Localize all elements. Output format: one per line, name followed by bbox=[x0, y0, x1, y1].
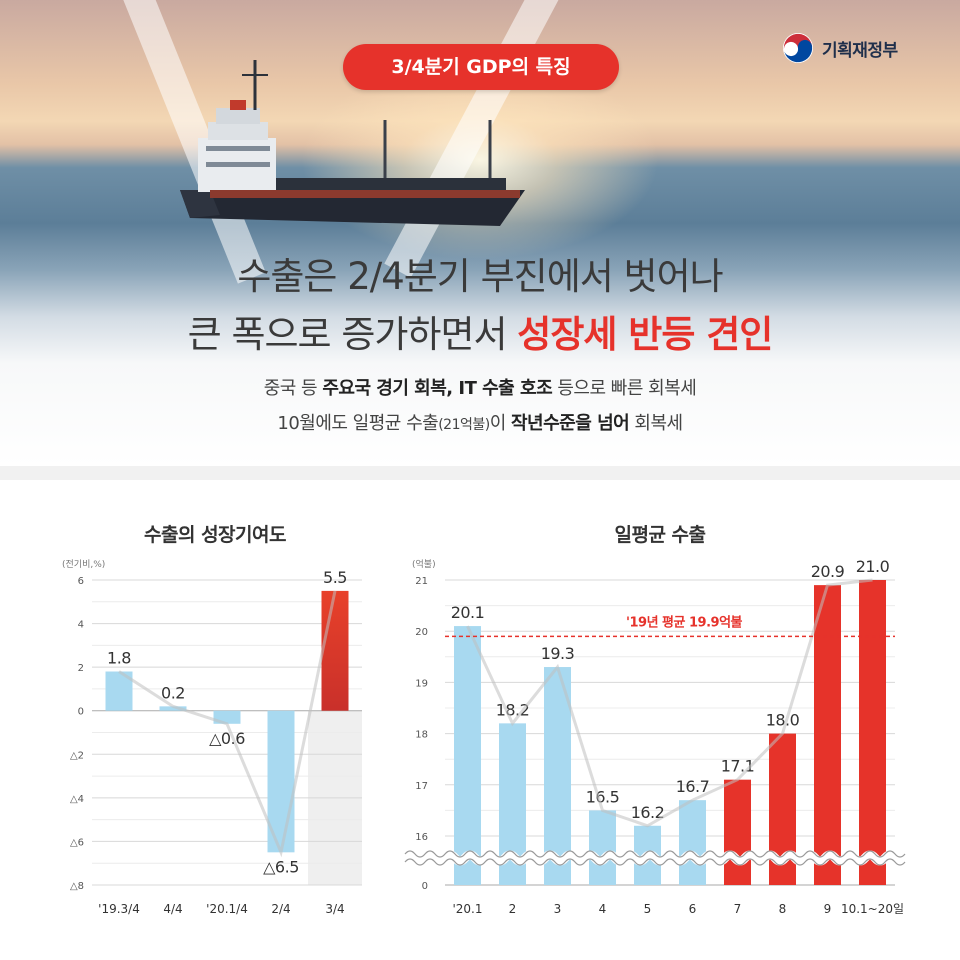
bar bbox=[159, 706, 187, 711]
headline-line2-plain: 큰 폭으로 증가하면서 bbox=[187, 313, 508, 356]
chart2-title: 일평균 수출 bbox=[614, 524, 706, 546]
x-tick-label: '20.1 bbox=[452, 902, 482, 916]
axis-break-line-top bbox=[404, 850, 906, 858]
x-tick-label: 2 bbox=[509, 902, 517, 916]
axis-break-band bbox=[401, 850, 909, 866]
data-label: 20.1 bbox=[451, 603, 485, 622]
y-tick-label: 17 bbox=[415, 781, 428, 792]
y-tick-label: △8 bbox=[70, 881, 84, 892]
y-tick-label: 0 bbox=[78, 707, 84, 718]
y-tick-label: 20 bbox=[415, 627, 428, 638]
y-tick-label: 6 bbox=[78, 576, 84, 587]
bar bbox=[589, 810, 616, 885]
sub-l2-c: 회복세 bbox=[634, 413, 683, 434]
headline-highlight: 성장세 반등 견인 bbox=[517, 313, 773, 356]
bar bbox=[544, 667, 571, 885]
data-label: △0.6 bbox=[209, 729, 245, 748]
x-tick-label: 9 bbox=[824, 902, 832, 916]
sub-l2-b: 이 bbox=[489, 413, 507, 434]
y-tick-label: 18 bbox=[415, 730, 428, 741]
sub-l2-bold: 작년수준을 넘어 bbox=[511, 413, 630, 434]
y-tick-label: 0 bbox=[422, 881, 428, 892]
bar bbox=[213, 710, 241, 724]
headline-line2: 큰 폭으로 증가하면서 성장세 반등 견인 bbox=[0, 304, 960, 358]
x-tick-label: '20.1/4 bbox=[206, 902, 248, 916]
section-divider bbox=[0, 466, 960, 480]
trend-line bbox=[118, 590, 337, 858]
data-label: 18.2 bbox=[496, 700, 530, 719]
sub-l1-c: 등으로 빠른 회복세 bbox=[557, 378, 697, 399]
chart2-unit: (억불) bbox=[412, 558, 436, 570]
x-tick-label: '19.3/4 bbox=[98, 902, 140, 916]
x-tick-label: 6 bbox=[689, 902, 697, 916]
y-tick-label: △6 bbox=[70, 837, 84, 848]
subtitle-line1: 중국 등 주요국 경기 회복, IT 수출 호조 등으로 빠른 회복세 bbox=[0, 374, 960, 400]
data-label: 16.5 bbox=[586, 787, 620, 806]
bar bbox=[679, 800, 706, 885]
bar bbox=[105, 671, 133, 711]
axis-break-line-bottom bbox=[404, 858, 906, 866]
x-tick-label: 3 bbox=[554, 902, 562, 916]
x-tick-label: 3/4 bbox=[325, 902, 344, 916]
x-tick-label: 10.1~20일 bbox=[841, 902, 904, 916]
y-tick-label: △2 bbox=[70, 750, 84, 761]
taegeuk-icon bbox=[783, 33, 813, 63]
chart1-title: 수출의 성장기여도 bbox=[144, 524, 286, 546]
trend-line bbox=[466, 578, 873, 828]
data-label: 20.9 bbox=[811, 562, 845, 581]
headline-line1: 수출은 2/4분기 부진에서 벗어나 bbox=[237, 255, 723, 298]
sub-l1-a: 중국 등 bbox=[263, 378, 318, 399]
y-tick-label: 21 bbox=[415, 576, 428, 587]
data-label: 18.0 bbox=[766, 711, 800, 730]
sub-l2-small: (21억불) bbox=[438, 417, 490, 433]
x-tick-label: 4 bbox=[599, 902, 607, 916]
y-tick-label: 19 bbox=[415, 678, 428, 689]
cargo-ship-image bbox=[180, 60, 525, 226]
bar bbox=[267, 710, 295, 853]
sub-l1-b: 주요국 경기 회복, IT 수출 호조 bbox=[322, 378, 553, 399]
y-tick-label: △4 bbox=[70, 794, 84, 805]
bar bbox=[499, 723, 526, 885]
x-tick-label: 5 bbox=[644, 902, 652, 916]
x-tick-label: 8 bbox=[779, 902, 787, 916]
data-label: △6.5 bbox=[263, 857, 299, 876]
bar bbox=[724, 779, 751, 885]
reference-line-label: '19년 평균 19.9억불 bbox=[626, 614, 743, 630]
bar bbox=[769, 733, 796, 885]
x-tick-label: 2/4 bbox=[271, 902, 290, 916]
data-label: 5.5 bbox=[323, 568, 347, 587]
bar bbox=[814, 585, 841, 885]
bar bbox=[634, 825, 661, 885]
data-label: 21.0 bbox=[856, 557, 890, 576]
y-tick-label: 4 bbox=[78, 620, 84, 631]
ministry-logo: 기획재정부 bbox=[782, 30, 898, 66]
bar bbox=[454, 626, 481, 885]
subtitle-line2: 10월에도 일평균 수출(21억불)이 작년수준을 넘어 회복세 bbox=[0, 409, 960, 435]
y-tick-label: 2 bbox=[78, 663, 84, 674]
chart1-unit: (전기비,%) bbox=[62, 559, 105, 570]
sub-l2-a: 10월에도 일평균 수출 bbox=[277, 413, 439, 434]
x-tick-label: 7 bbox=[734, 902, 742, 916]
data-label: 16.2 bbox=[631, 803, 665, 822]
data-label: 19.3 bbox=[541, 644, 575, 663]
highlight-band bbox=[308, 710, 362, 885]
x-tick-label: 4/4 bbox=[163, 902, 182, 916]
bar bbox=[321, 590, 349, 711]
bar bbox=[859, 580, 886, 885]
y-tick-label: 16 bbox=[415, 832, 428, 843]
data-label: 16.7 bbox=[676, 777, 710, 796]
ministry-name: 기획재정부 bbox=[822, 40, 898, 61]
data-label: 17.1 bbox=[721, 757, 755, 776]
data-label: 0.2 bbox=[161, 683, 185, 702]
data-label: 1.8 bbox=[107, 649, 131, 668]
topic-badge: 3/4분기 GDP의 특징 bbox=[343, 44, 619, 90]
